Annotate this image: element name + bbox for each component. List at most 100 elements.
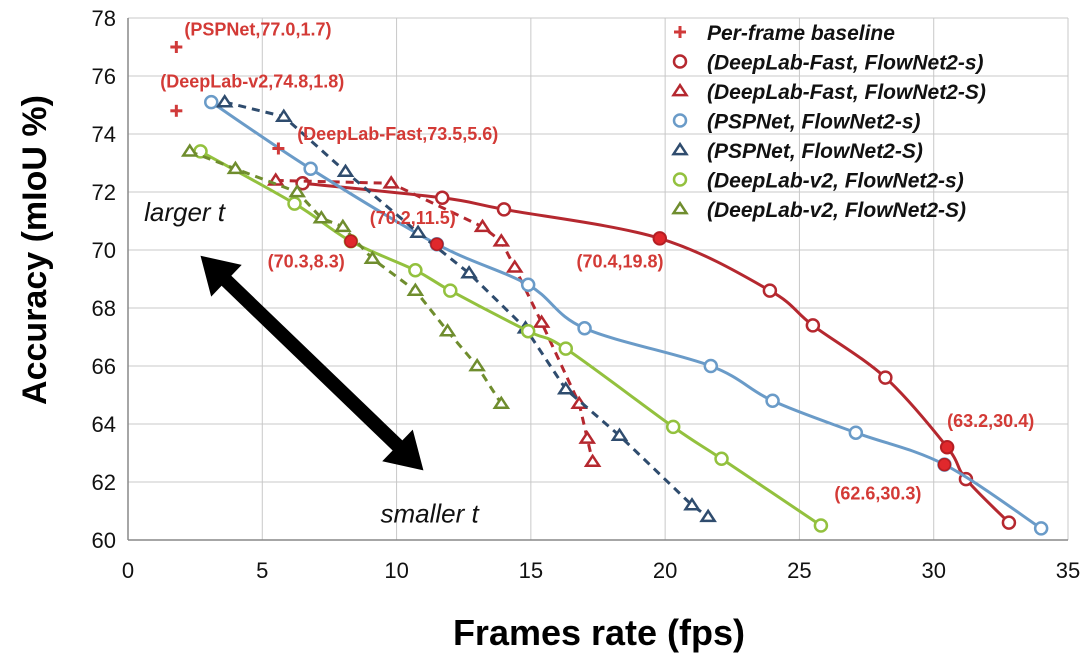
legend-entry: (DeepLab-v2, FlowNet2-S): [671, 199, 966, 222]
data-point: [665, 419, 681, 435]
highlight-point: [653, 231, 667, 246]
data-point: [274, 108, 293, 122]
legend: Per-frame baseline (DeepLab-Fast, FlowNet…: [671, 22, 986, 222]
data-point: [460, 265, 478, 279]
series-5: [180, 143, 511, 410]
data-point: [334, 218, 352, 233]
legend-label: (DeepLab-v2, FlowNet2-S): [707, 199, 966, 222]
data-point: [496, 202, 512, 217]
series-2: [204, 94, 1049, 536]
series-line: [210, 100, 1042, 530]
baseline-point: [170, 41, 183, 53]
x-tick-label: 10: [384, 558, 408, 583]
legend-label: (DeepLab-Fast, FlowNet2-s): [707, 52, 984, 75]
legend-entry: (PSPNet, FlowNet2-s): [672, 111, 921, 134]
data-point: [813, 518, 829, 533]
series-line: [224, 100, 709, 519]
legend-label: (DeepLab-Fast, FlowNet2-S): [707, 81, 986, 104]
baseline-point: [170, 104, 183, 117]
highlight-points: [170, 41, 954, 472]
data-point: [492, 233, 511, 247]
legend-entry: (DeepLab-Fast, FlowNet2-S): [671, 81, 986, 104]
double-arrow-shape: [200, 255, 424, 471]
y-tick-label: 64: [92, 412, 116, 437]
annotation-label: (62.6,30.3): [834, 483, 921, 503]
annotation-label: (70.4,19.8): [577, 251, 664, 271]
data-point: [520, 277, 536, 293]
y-tick-label: 76: [92, 64, 116, 89]
data-point: [848, 425, 864, 440]
annotation-label: (PSPNet,77.0,1.7): [184, 19, 331, 39]
annotation-label: (70.2,11.5): [370, 208, 456, 228]
series-0: [295, 176, 1017, 530]
data-point: [434, 190, 450, 206]
x-axis-title: Frames rate (fps): [453, 612, 745, 653]
legend-entry: Per-frame baseline: [674, 22, 895, 45]
axes: 60 62 64 66 68 70 72 74 76 78 0 5 10 15 20 25 30 35: [92, 6, 1081, 583]
x-tick-label: 30: [921, 558, 945, 583]
data-point: [505, 259, 524, 273]
data-point: [1001, 515, 1017, 530]
legend-marker: [671, 141, 689, 156]
data-point: [443, 283, 458, 298]
data-point: [287, 196, 302, 211]
legend-label: (PSPNet, FlowNet2-s): [707, 111, 921, 134]
data-point: [532, 314, 551, 328]
legend-marker: [674, 26, 686, 38]
data-point: [1033, 521, 1049, 536]
x-tick-label: 25: [787, 558, 811, 583]
x-tick-label: 5: [256, 558, 268, 583]
legend-entry: (PSPNet, FlowNet2-S): [671, 140, 923, 163]
region-label: larger t: [144, 197, 227, 227]
annotation-label: (DeepLab-v2,74.8,1.8): [160, 72, 344, 92]
grid-lines: [128, 17, 1069, 540]
data-point: [583, 453, 602, 468]
data-point: [408, 263, 423, 278]
y-axis-title: Accuracy (mIoU %): [16, 95, 54, 405]
legend-marker: [671, 82, 689, 97]
legend-label: Per-frame baseline: [707, 22, 895, 45]
x-tick-label: 20: [653, 558, 677, 583]
data-point: [336, 163, 355, 178]
y-tick-label: 70: [92, 238, 116, 263]
legend-marker: [671, 200, 689, 215]
series-1: [266, 172, 602, 468]
data-point: [878, 370, 893, 385]
data-point: [226, 160, 245, 175]
data-point: [610, 427, 629, 441]
data-point: [204, 94, 219, 110]
y-tick-label: 72: [92, 180, 116, 205]
legend-label: (DeepLab-v2, FlowNet2-s): [707, 170, 964, 193]
data-point: [363, 250, 382, 265]
data-point: [468, 357, 486, 372]
data-point: [409, 224, 427, 238]
direction-arrow: [200, 255, 424, 471]
data-point: [382, 175, 401, 189]
data-point: [180, 143, 199, 157]
data-point: [578, 430, 597, 444]
annotation-label: (DeepLab-Fast,73.5,5.6): [297, 124, 498, 144]
data-point: [438, 323, 457, 337]
data-point: [765, 393, 780, 409]
legend-label: (PSPNet, FlowNet2-S): [707, 140, 923, 163]
legend-marker: [672, 172, 688, 187]
y-tick-label: 78: [92, 6, 116, 31]
x-tick-label: 0: [122, 558, 134, 583]
data-point: [492, 395, 511, 410]
legend-entry: (DeepLab-v2, FlowNet2-s): [672, 170, 964, 193]
data-point: [805, 318, 821, 333]
data-point: [520, 323, 536, 339]
data-point: [558, 341, 574, 356]
annotation-label: (70.3,8.3): [268, 251, 345, 271]
y-tick-label: 74: [92, 122, 116, 147]
y-tick-label: 66: [92, 354, 116, 379]
annotations: (PSPNet,77.0,1.7) (DeepLab-v2,74.8,1.8) (D…: [144, 19, 1034, 528]
data-point: [762, 283, 778, 298]
y-tick-label: 60: [92, 528, 116, 553]
baseline-point: [272, 142, 285, 155]
highlight-point: [430, 237, 444, 251]
highlight-point: [344, 234, 358, 249]
x-tick-label: 15: [519, 558, 543, 583]
legend-entry: (DeepLab-Fast, FlowNet2-s): [672, 52, 984, 75]
